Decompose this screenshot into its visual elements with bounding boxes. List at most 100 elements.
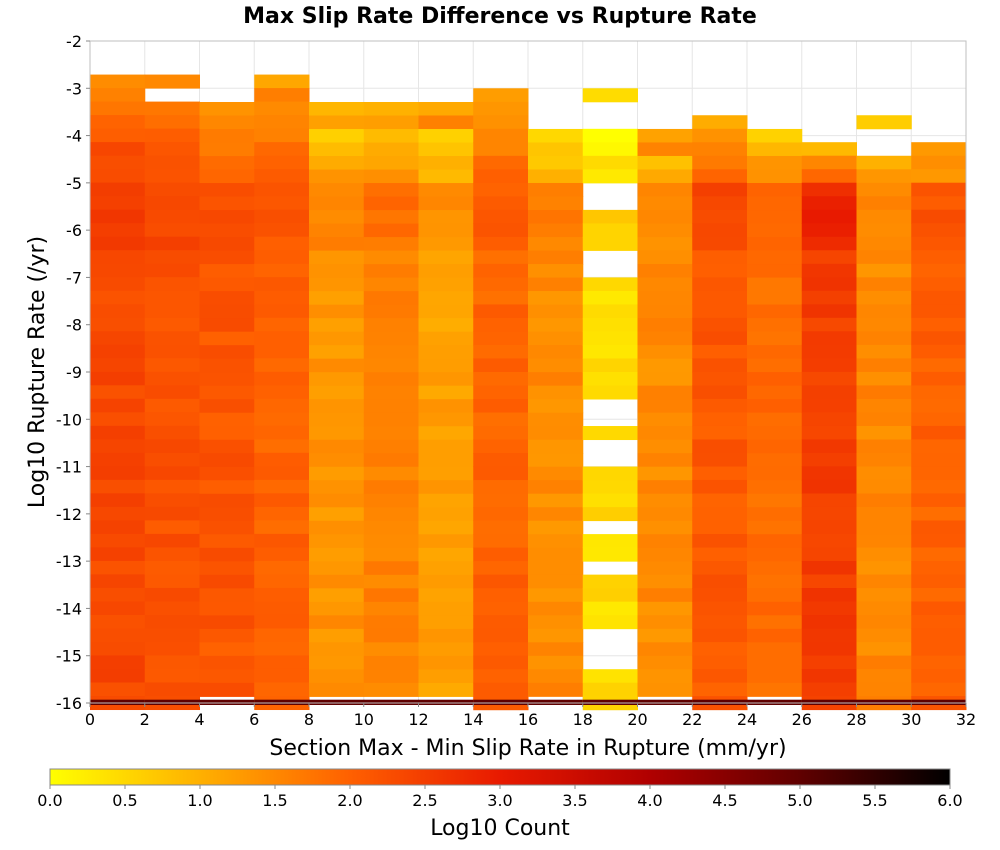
heatmap-cell	[747, 453, 803, 468]
heatmap-cell-bottom	[418, 699, 474, 705]
heatmap-cell	[363, 453, 419, 468]
heatmap-cell	[199, 142, 255, 157]
heatmap-cell	[363, 628, 419, 643]
heatmap-cell	[144, 506, 200, 521]
heatmap-cell	[528, 304, 584, 319]
heatmap-cell	[473, 250, 529, 265]
heatmap-cell	[911, 615, 967, 630]
heatmap-cell	[254, 425, 310, 440]
heatmap-cell	[856, 547, 912, 562]
heatmap-cell	[692, 601, 748, 616]
heatmap-cell	[637, 466, 693, 481]
heatmap-cell	[309, 561, 365, 576]
heatmap-cell	[90, 250, 146, 265]
heatmap-cell	[254, 479, 310, 494]
heatmap-cell	[582, 344, 638, 359]
heatmap-cell	[582, 601, 638, 616]
heatmap-cell	[637, 331, 693, 346]
heatmap-cell	[90, 439, 146, 454]
heatmap-cell	[747, 628, 803, 643]
heatmap-cell	[90, 493, 146, 508]
heatmap-cell	[801, 236, 857, 251]
heatmap-cell	[528, 223, 584, 238]
heatmap-cell	[801, 425, 857, 440]
heatmap-cell	[911, 209, 967, 224]
heatmap-cell	[856, 385, 912, 400]
heatmap-cell	[473, 682, 529, 697]
heatmap-cell	[144, 142, 200, 157]
heatmap-cell	[473, 453, 529, 468]
heatmap-cell	[637, 237, 693, 252]
colorbar-tick-label: 3.5	[562, 791, 587, 810]
heatmap-cell	[199, 210, 255, 225]
heatmap-cell	[801, 290, 857, 305]
heatmap-cell	[747, 682, 803, 697]
heatmap-cell	[363, 399, 419, 414]
heatmap-cell	[528, 520, 584, 535]
heatmap-cell	[747, 385, 803, 400]
heatmap-cell	[801, 642, 857, 657]
heatmap-cell	[747, 399, 803, 414]
heatmap-cell	[911, 182, 967, 197]
heatmap-cell	[856, 628, 912, 643]
heatmap-cell	[856, 561, 912, 576]
heatmap-cell	[911, 358, 967, 373]
heatmap-cell	[363, 345, 419, 360]
heatmap-cell	[528, 615, 584, 630]
heatmap-cell	[747, 547, 803, 562]
heatmap-cell	[254, 142, 310, 157]
heatmap-cell	[418, 142, 474, 157]
heatmap-cell	[637, 399, 693, 414]
heatmap-cell	[309, 628, 365, 643]
heatmap-cell	[473, 534, 529, 549]
x-tick-label: 24	[737, 710, 757, 729]
heatmap-cell	[582, 493, 638, 508]
heatmap-cell	[637, 669, 693, 684]
heatmap-cell	[254, 655, 310, 670]
heatmap-cell	[309, 250, 365, 265]
heatmap-cell	[90, 682, 146, 697]
heatmap-cell	[90, 317, 146, 332]
heatmap-cell	[309, 682, 365, 697]
colorbar-tick-label: 5.0	[787, 791, 812, 810]
heatmap-cell	[692, 439, 748, 454]
heatmap-cell	[747, 291, 803, 306]
heatmap-cell	[254, 641, 310, 656]
heatmap-cell	[747, 237, 803, 252]
heatmap-cell	[144, 614, 200, 629]
heatmap-cell	[309, 237, 365, 252]
heatmap-cell	[309, 304, 365, 319]
heatmap-cell	[473, 209, 529, 224]
heatmap-cell	[363, 237, 419, 252]
heatmap-cell	[90, 398, 146, 413]
heatmap-cell	[692, 425, 748, 440]
heatmap-cell	[418, 358, 474, 373]
heatmap-cell	[418, 264, 474, 279]
heatmap-cell-bottom	[582, 699, 638, 705]
heatmap-cell	[199, 264, 255, 279]
heatmap-cell-bottom	[856, 699, 912, 705]
heatmap-cell	[363, 426, 419, 441]
heatmap-cell	[692, 142, 748, 157]
heatmap-cell	[747, 358, 803, 373]
heatmap-cell	[528, 507, 584, 522]
heatmap-cell-bottom	[309, 699, 365, 705]
heatmap-cell	[254, 614, 310, 629]
heatmap-cell	[418, 507, 474, 522]
heatmap-cell	[801, 331, 857, 346]
heatmap-cell	[473, 547, 529, 562]
heatmap-cell	[473, 439, 529, 454]
heatmap-cell	[801, 344, 857, 359]
heatmap-cell	[254, 196, 310, 211]
heatmap-cell	[582, 209, 638, 224]
heatmap-cell	[582, 223, 638, 238]
heatmap-cell	[747, 169, 803, 184]
heatmap-cell	[856, 169, 912, 184]
heatmap-cell	[528, 372, 584, 387]
heatmap-cell	[911, 169, 967, 184]
heatmap-cell	[856, 452, 912, 467]
heatmap-cell	[199, 223, 255, 238]
heatmap-cell	[418, 331, 474, 346]
heatmap-cell	[528, 439, 584, 454]
